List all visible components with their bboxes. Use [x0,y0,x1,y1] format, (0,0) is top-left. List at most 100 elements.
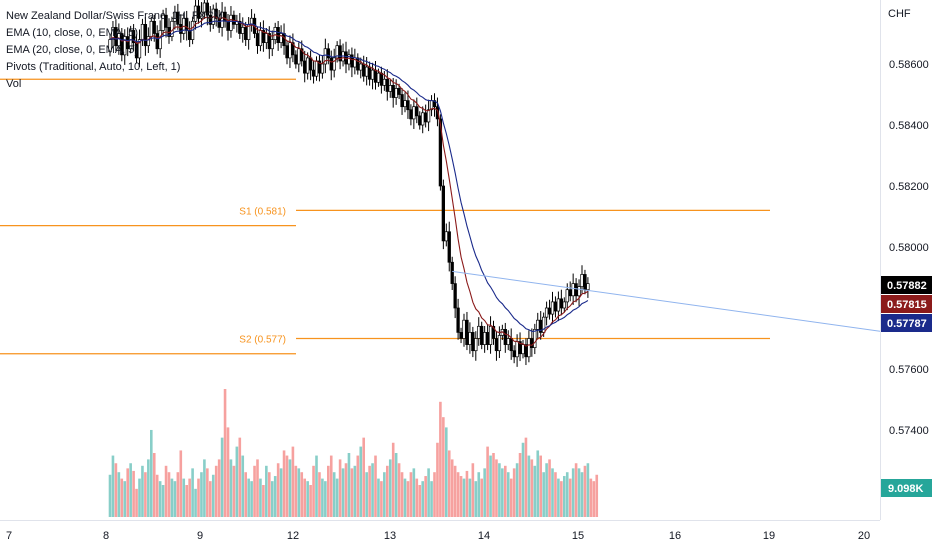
candle-body [559,298,563,309]
volume-bar [489,455,492,517]
candle-body [306,57,310,74]
price-tick-label: 0.57600 [889,364,929,376]
volume-bar [179,450,183,517]
candle-body [541,316,546,333]
volume-bar [147,459,150,517]
volume-bar [436,442,439,517]
candle-body [285,45,289,59]
volume-bar [453,465,457,517]
volume-bar [318,472,321,517]
candle-body [300,48,304,62]
candle-body [376,72,381,83]
candle-body [580,274,584,288]
volume-bar [214,465,218,517]
candle-body [123,36,127,56]
volume-bar [188,478,191,517]
volume-bar [459,476,463,517]
legend-vol[interactable]: Vol [6,78,22,90]
volume-bar [465,470,469,517]
candle-body [362,63,366,77]
price-scale[interactable]: 0.58600 0.58400 0.58200 0.58000 0.57600 0.574… [880,0,932,520]
candle-body [409,109,413,120]
candle-body [586,283,590,291]
volume-bar [548,459,551,517]
candle-body [406,100,410,111]
time-axis-svg: 7 8 9 12 13 14 15 16 19 20 [6,530,870,542]
candle-body [282,33,286,47]
volume-bar [589,478,593,517]
time-tick-label: 19 [763,530,775,542]
candle-body [365,66,369,77]
candle-body [474,338,478,352]
candle-body [143,24,148,47]
volume-bar [111,455,115,517]
volume-bar [427,468,430,517]
chart-area[interactable]: S1 (0.581) S2 (0.577) New Zealand Dollar/… [0,0,881,520]
time-axis[interactable]: 7 8 9 12 13 14 15 16 19 20 [0,520,880,551]
volume-bar [595,474,599,517]
price-badge [881,295,932,313]
legend-pivots[interactable]: Pivots (Traditional, Auto, 10, Left, 1) [6,61,181,73]
candle-body [356,57,360,71]
volume-bar [285,455,289,517]
volume-bar [185,485,188,517]
volume-bar [144,472,147,517]
volume-bar [554,472,557,517]
candle-body [131,30,136,44]
volume-bar [445,427,448,517]
candle-body [468,332,472,345]
candle-body [382,78,386,86]
volume-bar [433,472,436,517]
volume-bar [391,442,395,517]
candle-body [483,332,487,345]
legend-ema20[interactable]: EMA (20, close, 0, EMA, 5) [6,44,139,56]
volume-bar [380,481,383,517]
volume-bar [468,478,472,517]
volume-bar [273,476,277,517]
time-tick-label: 12 [287,530,299,542]
volume-bar [108,474,112,517]
candle-body [205,2,210,16]
price-chart[interactable]: S1 (0.581) S2 (0.577) [0,0,881,520]
volume-bar [138,478,141,517]
volume-bar [557,478,560,517]
candle-body [379,72,384,86]
volume-bar [418,485,422,517]
candle-body [270,39,274,50]
candle-body [223,11,227,22]
candle-body [370,69,375,80]
volume-bar [424,476,427,517]
candle-body [527,338,531,358]
volume-bar [439,401,442,517]
candle-body [367,66,372,80]
symbol-title[interactable]: New Zealand Dollar/Swiss Franc, 1H, FXCM [6,10,224,22]
volume-bar [256,459,259,517]
candle-body [294,54,298,65]
volume-bar [182,478,186,517]
volume-bar [279,468,283,517]
candle-body [385,78,389,92]
volume-bar [347,453,351,517]
volume-bar [359,446,363,517]
volume-bar [456,472,460,517]
candle-body [471,332,475,352]
candle-body [359,63,363,71]
candle-body [288,42,292,59]
candle-body [547,307,552,315]
candle-body [424,112,428,123]
candle-body [450,261,454,284]
candle-body [536,319,540,330]
volume-bar [324,481,327,517]
legend-ema10[interactable]: EMA (10, close, 0, EMA, 5) [6,27,139,39]
volume-bar [209,481,212,517]
candle-body [583,274,587,291]
volume-bar [403,478,407,517]
volume-bar [383,472,386,517]
volume-bar [368,465,371,517]
volume-bar [164,465,168,517]
candle-body [158,30,162,50]
candle-body [503,329,507,345]
time-tick-label: 13 [384,530,396,542]
volume-bar [123,481,127,517]
volume-bar [297,468,301,517]
